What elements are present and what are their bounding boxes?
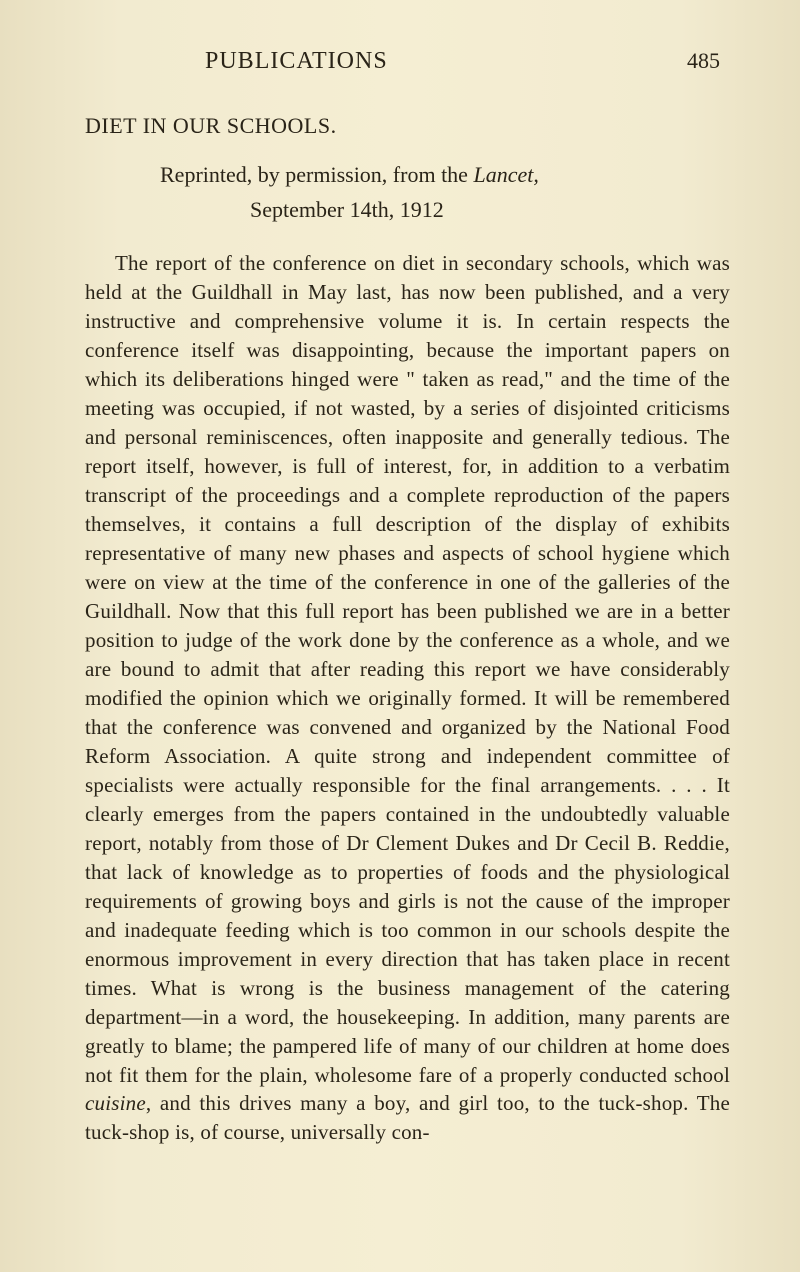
section-title: DIET IN OUR SCHOOLS. bbox=[85, 113, 730, 139]
running-header: PUBLICATIONS bbox=[205, 48, 388, 75]
body-paragraph: The report of the conference on diet in … bbox=[85, 249, 730, 1147]
subtitle-line2: September 14th, 1912 bbox=[250, 192, 730, 227]
page-number: 485 bbox=[687, 48, 720, 74]
body-part2: , and this drives many a boy, and girl t… bbox=[85, 1091, 730, 1144]
body-italic-cuisine: cuisine bbox=[85, 1091, 146, 1115]
subtitle-pre: Reprinted, by permission, from the bbox=[160, 162, 473, 187]
subtitle-line1: Reprinted, by permission, from the Lance… bbox=[160, 157, 730, 192]
subtitle-italic: Lancet, bbox=[473, 162, 538, 187]
subtitle-block: Reprinted, by permission, from the Lance… bbox=[160, 157, 730, 227]
page-header: PUBLICATIONS 485 bbox=[85, 48, 730, 75]
body-part1: The report of the conference on diet in … bbox=[85, 251, 730, 1086]
